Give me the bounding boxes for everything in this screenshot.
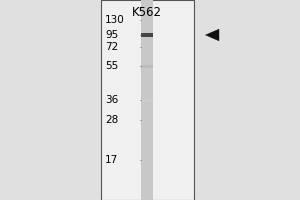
Text: 28: 28 <box>105 115 118 125</box>
Text: K562: K562 <box>132 6 162 19</box>
Bar <box>100 0 194 200</box>
Text: 36: 36 <box>105 95 118 105</box>
Bar <box>141 33 153 37</box>
Bar <box>141 99 153 102</box>
Bar <box>141 65 153 68</box>
Text: 72: 72 <box>105 42 118 52</box>
Text: 95: 95 <box>105 30 118 40</box>
Text: 17: 17 <box>105 155 118 165</box>
Text: 130: 130 <box>105 15 125 25</box>
Polygon shape <box>206 29 219 41</box>
Bar <box>141 0 153 200</box>
Text: 55: 55 <box>105 61 118 71</box>
